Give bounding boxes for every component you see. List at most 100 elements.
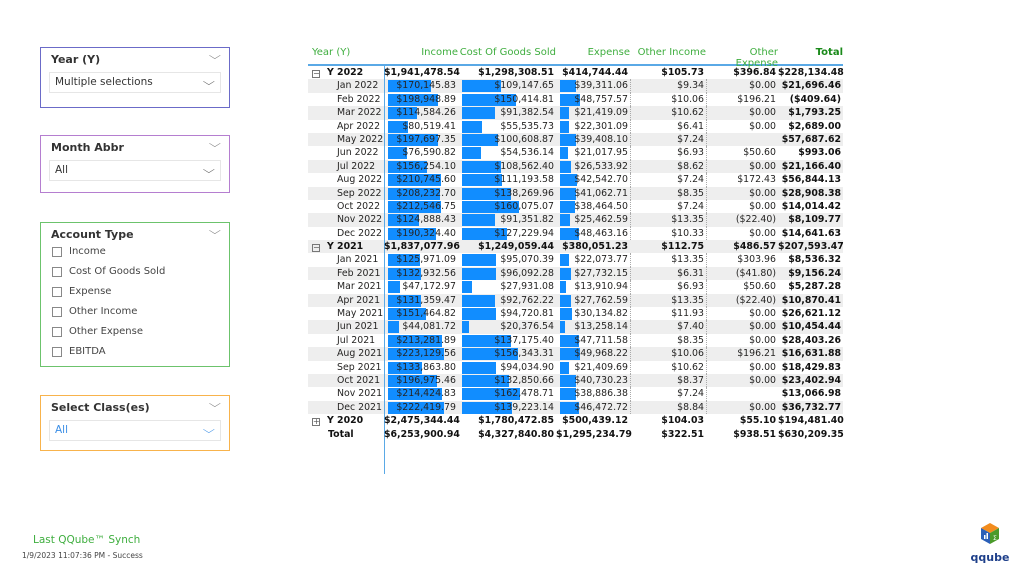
row-label: Jul 2021 (308, 334, 384, 347)
cell-value: $9.34 (677, 80, 704, 92)
class-slicer[interactable]: Select Class(es) ⌵ All ⌵ (40, 395, 230, 451)
checkbox[interactable] (52, 246, 62, 257)
year-dropdown[interactable]: Multiple selections ⌵ (49, 72, 221, 93)
cell-cost-of-goods-sold: $91,351.82 (458, 213, 556, 227)
account-option-other-income[interactable]: Other Income (52, 306, 137, 317)
collapse-icon[interactable]: − (312, 69, 320, 78)
account-option-other-expense[interactable]: Other Expense (52, 326, 143, 337)
cell-other-income: $8.35 (630, 333, 706, 348)
row-label-text: May 2021 (337, 308, 384, 320)
cell-total: $9,156.24 (778, 267, 843, 280)
column-header-year-y-[interactable]: Year (Y) (312, 47, 351, 58)
cell-value: $14,641.63 (781, 227, 841, 239)
cell-expense: $30,134.82 (556, 307, 630, 321)
row-label-text: Nov 2022 (337, 214, 383, 226)
cell-value: $39,408.10 (574, 133, 628, 145)
class-dropdown-value: All (55, 424, 69, 436)
year-row[interactable]: + Y 2020 $2,475,344.44 $1,780,472.85 $500,43… (308, 414, 844, 427)
cell-value: $170,145.83 (396, 80, 456, 92)
checkbox[interactable] (52, 266, 62, 277)
collapse-icon[interactable]: − (312, 243, 320, 253)
chevron-down-icon: ⌵ (203, 77, 216, 88)
data-bar (560, 361, 569, 374)
year-row[interactable]: − Y 2022 $1,941,478.54 $1,298,308.51 $414,74… (308, 66, 844, 79)
cell-value: $0.00 (749, 308, 776, 320)
data-bar (388, 120, 409, 133)
cell-other-income: $13.35 (630, 253, 706, 267)
row-label-text: Sep 2021 (337, 361, 382, 373)
cell-value: $6.93 (677, 281, 704, 293)
month-dropdown[interactable]: All ⌵ (49, 160, 221, 181)
cell-other-expense: $0.00 (706, 360, 778, 374)
table-row: Mar 2022 $114,584.26 $91,382.54 $21,419.09 $… (308, 106, 843, 120)
column-header-cost-of-goods-sold[interactable]: Cost Of Goods Sold (459, 47, 556, 58)
column-header-expense[interactable]: Expense (587, 47, 630, 58)
class-slicer-title: Select Class(es) (51, 401, 150, 414)
data-bar (560, 348, 580, 361)
cell-income: $210,745.60 (384, 173, 458, 187)
column-header-total[interactable]: Total (815, 47, 843, 58)
expand-icon[interactable]: + (312, 417, 320, 427)
cell-value: $76,590.82 (402, 147, 456, 159)
cell-cost-of-goods-sold: $27,931.08 (458, 280, 556, 294)
cell-value: $48,463.16 (574, 227, 628, 239)
row-label-text: Feb 2022 (337, 93, 381, 105)
checkbox[interactable] (52, 286, 62, 297)
cell-expense: $380,051.23 (556, 240, 630, 253)
column-header-income[interactable]: Income (421, 47, 458, 58)
chevron-down-icon[interactable]: ⌵ (209, 139, 222, 150)
account-option-ebitda[interactable]: EBITDA (52, 346, 106, 357)
cell-expense: $42,542.70 (556, 173, 630, 187)
chevron-down-icon[interactable]: ⌵ (209, 226, 222, 237)
column-header-other-income[interactable]: Other Income (637, 47, 706, 58)
cell-value: $214,424.83 (396, 388, 456, 400)
qqube-logo: Σ qqube (970, 522, 1010, 567)
cell-value: $139,223.14 (494, 401, 554, 413)
cell-income: $213,281.89 (384, 334, 458, 347)
cell-value: $21,419.09 (574, 107, 628, 119)
cell-value: $80,519.41 (402, 120, 456, 132)
year-slicer[interactable]: Year (Y) ⌵ Multiple selections ⌵ (40, 47, 230, 108)
cell-cost-of-goods-sold: $111,193.58 (458, 173, 556, 187)
cell-expense: $13,258.14 (556, 320, 630, 334)
cell-other-income: $13.35 (630, 213, 706, 227)
account-option-expense[interactable]: Expense (52, 286, 111, 297)
checkbox[interactable] (52, 346, 62, 357)
account-option-cost-of-goods-sold[interactable]: Cost Of Goods Sold (52, 266, 165, 277)
cell-other-expense: $172.43 (706, 173, 778, 187)
cell-value: $104.03 (661, 415, 704, 427)
cell-other-income: $7.40 (630, 320, 706, 334)
chevron-down-icon[interactable]: ⌵ (209, 51, 222, 62)
month-slicer[interactable]: Month Abbr ⌵ All ⌵ (40, 135, 230, 193)
cell-income: $151,464.82 (384, 307, 458, 321)
cell-value: $2,689.00 (788, 120, 841, 132)
row-label-text: Apr 2022 (337, 120, 381, 132)
account-option-income[interactable]: Income (52, 246, 106, 257)
checkbox[interactable] (52, 326, 62, 337)
cell-value: $938.51 (733, 428, 776, 440)
cell-value: $11.93 (671, 308, 704, 320)
cell-income: $133,863.80 (384, 361, 458, 374)
cell-expense: $40,730.23 (556, 374, 630, 387)
class-dropdown[interactable]: All ⌵ (49, 420, 221, 441)
chevron-down-icon[interactable]: ⌵ (209, 399, 222, 410)
cell-value: $47,172.97 (402, 281, 456, 293)
cell-expense: $22,073.77 (556, 253, 630, 267)
column-header-other-expense[interactable]: Other Expense (735, 47, 778, 69)
cell-value: $114,584.26 (396, 107, 456, 119)
cell-value: $94,034.90 (500, 361, 554, 373)
checkbox[interactable] (52, 306, 62, 317)
cell-value: $138,269.96 (494, 187, 554, 199)
cell-total: $28,403.26 (778, 334, 843, 347)
cell-value: $1,295,234.79 (556, 428, 632, 440)
cell-other-expense: $0.00 (706, 119, 778, 133)
cell-value: $111,193.58 (494, 174, 554, 186)
cell-other-income: $6.31 (630, 266, 706, 281)
data-bar (462, 388, 520, 401)
cell-value: $396.84 (733, 67, 776, 78)
data-bar (462, 160, 501, 173)
cell-cost-of-goods-sold: $94,720.81 (458, 307, 556, 321)
table-row: Nov 2022 $124,888.43 $91,351.82 $25,462.59 $… (308, 213, 843, 227)
cell-other-expense: $303.96 (706, 253, 778, 267)
year-row[interactable]: − Y 2021 $1,837,077.96 $1,249,059.44 $380,05… (308, 240, 844, 254)
